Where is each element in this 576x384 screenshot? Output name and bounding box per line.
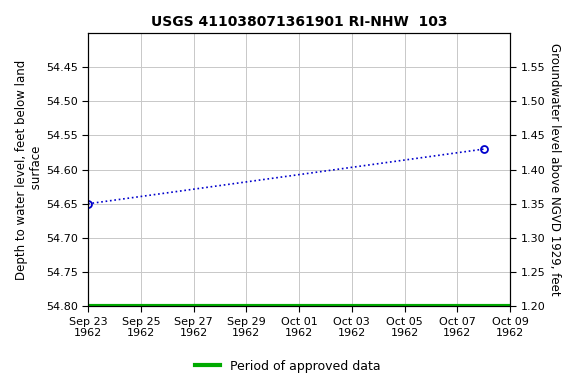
Y-axis label: Depth to water level, feet below land
 surface: Depth to water level, feet below land su… [15, 60, 43, 280]
Legend: Period of approved data: Period of approved data [190, 355, 386, 378]
Y-axis label: Groundwater level above NGVD 1929, feet: Groundwater level above NGVD 1929, feet [548, 43, 561, 296]
Title: USGS 411038071361901 RI-NHW  103: USGS 411038071361901 RI-NHW 103 [151, 15, 448, 29]
